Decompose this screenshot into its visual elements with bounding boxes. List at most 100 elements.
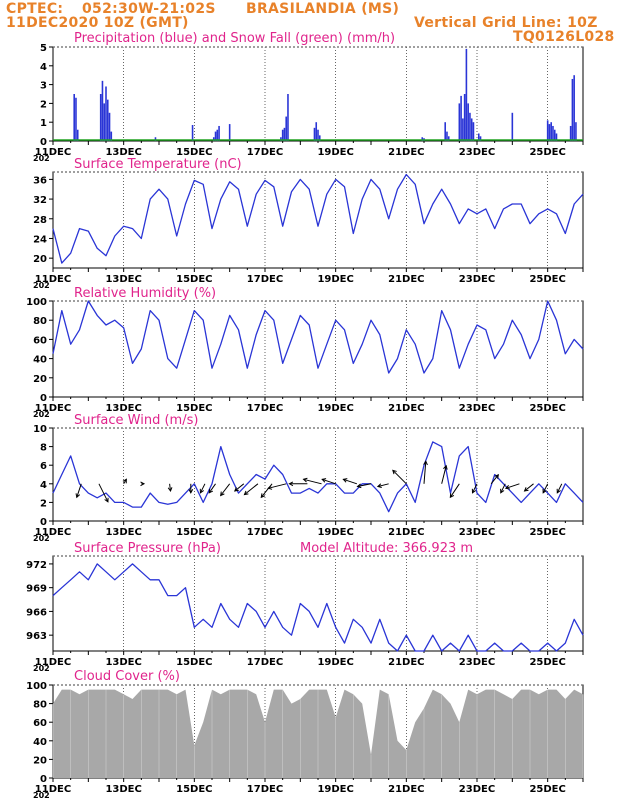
wind-arrow-head-22: [449, 493, 455, 499]
precip-bar-29: [446, 131, 448, 141]
precip-bar-40: [477, 133, 480, 141]
precip-bar-24: [317, 129, 319, 141]
temp-xtick-label-0: 11DEC: [35, 274, 71, 285]
rh-xtick-label-3: 17DEC: [247, 403, 283, 414]
wind-ytick-label-5: 10: [33, 424, 47, 435]
wind-arrow-19: [392, 469, 407, 485]
wind-arrow-head-1: [104, 497, 109, 503]
wind-arrow-head-20: [423, 460, 428, 466]
pressure-ytick-label-3: 972: [26, 560, 47, 571]
wind-arrow-12: [268, 483, 287, 489]
precip-bar-49: [569, 125, 572, 141]
precip-bar-7: [106, 99, 109, 141]
wind-arrow-28: [542, 483, 549, 494]
rh-year-label: 202: [33, 410, 50, 419]
precip-bar-32: [460, 95, 462, 141]
wind-arrow-head-2: [122, 478, 127, 484]
temp-year-label: 202: [33, 281, 50, 290]
wind-arrow-head-29: [556, 488, 561, 494]
precip-ytick-label-1: 1: [40, 118, 47, 129]
header-source: CPTEC:: [6, 1, 64, 17]
precip-bar-10: [154, 137, 157, 141]
precip-bar-3: [99, 94, 102, 141]
precip-ytick-label-3: 3: [40, 81, 47, 92]
precip-bar-18: [281, 129, 284, 141]
temp-xtick-label-5: 21DEC: [388, 274, 424, 285]
temp-xtick-label-6: 23DEC: [459, 274, 495, 285]
wind-arrow-head-11: [260, 493, 266, 499]
wind-arrow-14: [303, 478, 322, 485]
wind-arrow-6: [199, 483, 206, 494]
pressure-xtick-label-6: 23DEC: [459, 657, 495, 668]
wind-year-label: 202: [33, 534, 50, 543]
wind-arrow-head-19: [392, 469, 397, 475]
wind-xtick-label-0: 11DEC: [35, 527, 71, 538]
wind-arrow-20: [423, 461, 427, 484]
temp-series-line: [52, 173, 584, 264]
precip-bar-39: [472, 122, 475, 141]
header-run-time: 11DEC2020 10Z (GMT): [6, 15, 189, 31]
precip-bar-12: [212, 137, 215, 141]
wind-arrow-head-16: [342, 478, 348, 483]
wind-arrow-0: [76, 483, 82, 498]
cloud-ytick-label-4: 80: [33, 700, 47, 711]
pressure-year-label: 202: [33, 664, 50, 673]
precip-bar-28: [444, 122, 446, 141]
pressure-xtick-label-5: 21DEC: [388, 657, 424, 668]
cloud-xtick-label-2: 15DEC: [176, 784, 212, 795]
rh-title: Relative Humidity (%): [74, 286, 216, 301]
cloud-ytick-label-1: 20: [33, 755, 47, 766]
wind-arrow-23: [472, 483, 478, 494]
header-code: TQ0126L028: [513, 29, 615, 45]
precip-bar-8: [108, 112, 111, 141]
rh-frame: [52, 300, 584, 398]
cloud-ytick-label-5: 100: [26, 681, 47, 692]
precip-bar-44: [548, 124, 551, 141]
precip-xtick-label-7: 25DEC: [529, 147, 565, 158]
precip-ytick-label-5: 5: [40, 43, 47, 54]
precip-bar-43: [546, 120, 549, 141]
wind-arrow-head-18: [376, 483, 382, 488]
precip-year-label: 202: [33, 154, 50, 163]
temp-xtick-label-2: 15DEC: [176, 274, 212, 285]
cloud-xtick-label-1: 13DEC: [105, 784, 141, 795]
rh-xtick-label-2: 15DEC: [176, 403, 212, 414]
precip-bar-26: [421, 137, 424, 141]
wind-arrow-head-23: [471, 488, 477, 494]
wind-arrow-29: [556, 483, 563, 494]
pressure-xtick-label-3: 17DEC: [247, 657, 283, 668]
precip-bar-47: [553, 129, 556, 141]
precip-bar-0: [73, 94, 75, 141]
precip-bar-19: [283, 127, 286, 141]
precip-bar-6: [105, 86, 107, 141]
wind-xtick-label-6: 23DEC: [459, 527, 495, 538]
precip-ytick-label-2: 2: [40, 99, 47, 110]
cloud-xtick-label-7: 25DEC: [529, 784, 565, 795]
pressure-xtick-label-7: 25DEC: [529, 657, 565, 668]
temp-ytick-label-1: 24: [33, 234, 47, 245]
precip-bar-33: [462, 118, 464, 141]
precip-xtick-label-0: 11DEC: [35, 147, 71, 158]
cloud-xtick-label-4: 19DEC: [317, 784, 353, 795]
wind-arrow-15: [322, 478, 336, 485]
wind-arrow-head-8: [220, 491, 225, 497]
wind-arrow-head-7: [208, 488, 214, 494]
precip-bar-2: [76, 129, 79, 141]
rh-xtick-label-4: 19DEC: [317, 403, 353, 414]
precip-bar-4: [101, 80, 104, 141]
pressure-ytick-label-2: 969: [26, 584, 47, 595]
precip-bar-23: [315, 122, 318, 141]
wind-arrow-head-6: [199, 488, 205, 494]
precip-bar-38: [470, 118, 473, 141]
wind-ytick-label-2: 4: [40, 480, 47, 491]
rh-xtick-label-5: 21DEC: [388, 403, 424, 414]
precip-bar-34: [463, 94, 466, 141]
cloud-xtick-label-5: 21DEC: [388, 784, 424, 795]
wind-ytick-label-0: 0: [40, 517, 47, 528]
precip-bar-41: [479, 136, 482, 141]
precip-ytick-label-0: 0: [40, 137, 47, 148]
precip-bar-16: [228, 124, 231, 141]
pressure-ytick-label-0: 963: [26, 631, 47, 642]
temp-ytick-label-4: 36: [33, 175, 47, 186]
wind-arrow-1: [98, 483, 109, 503]
